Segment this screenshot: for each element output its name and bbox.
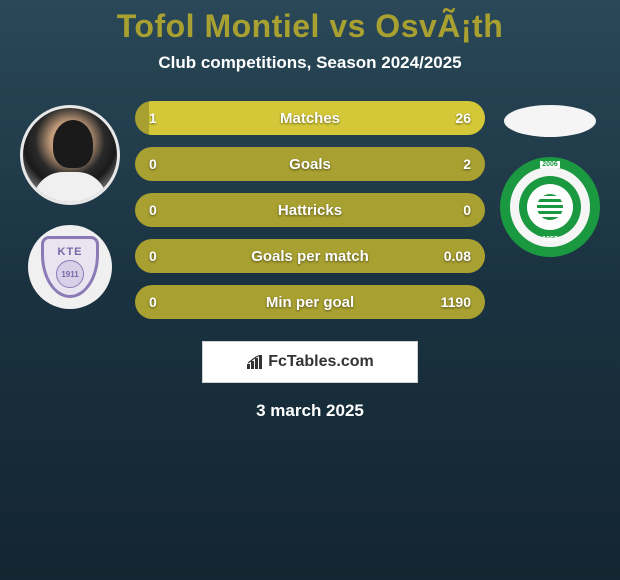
stats-panel: 1Matches260Goals20Hattricks00Goals per m… [135,101,485,319]
club-left-badge: KTE 1911 [28,225,112,309]
club-right-inner-icon [519,176,581,238]
club-right-year-bottom: 1952 [542,236,558,243]
date-label: 3 march 2025 [0,401,620,421]
stat-label: Hattricks [135,202,485,219]
subtitle: Club competitions, Season 2024/2025 [0,53,620,73]
player-right-avatar [504,105,596,137]
main-area: KTE 1911 1Matches260Goals20Hattricks00Go… [0,101,620,319]
club-right-year-top: 2006 [540,161,560,168]
brand-text: FcTables.com [268,353,374,371]
comparison-card: Tofol Montiel vs OsvÃ¡th Club competitio… [0,0,620,421]
right-column: 2006 1952 [495,101,605,257]
stat-row: 0Min per goal1190 [135,285,485,319]
stat-value-right: 0.08 [444,248,471,264]
left-column: KTE 1911 [15,101,125,309]
stat-label: Goals per match [135,248,485,265]
brand-chart-icon [246,355,264,369]
stat-value-right: 2 [463,156,471,172]
kte-code: KTE [58,246,83,258]
stat-row: 0Goals2 [135,147,485,181]
stat-value-right: 1190 [441,294,471,310]
page-title: Tofol Montiel vs OsvÃ¡th [0,8,620,45]
stat-row: 1Matches26 [135,101,485,135]
stat-label: Min per goal [135,294,485,311]
stat-label: Matches [135,110,485,127]
kte-year: 1911 [56,260,84,288]
stat-value-right: 0 [463,202,471,218]
brand-box[interactable]: FcTables.com [202,341,418,383]
stat-row: 0Goals per match0.08 [135,239,485,273]
player-left-avatar [20,105,120,205]
stat-label: Goals [135,156,485,173]
stat-row: 0Hattricks0 [135,193,485,227]
club-right-badge: 2006 1952 [500,157,600,257]
stat-value-right: 26 [455,110,471,126]
kte-shield-icon: KTE 1911 [41,236,99,298]
